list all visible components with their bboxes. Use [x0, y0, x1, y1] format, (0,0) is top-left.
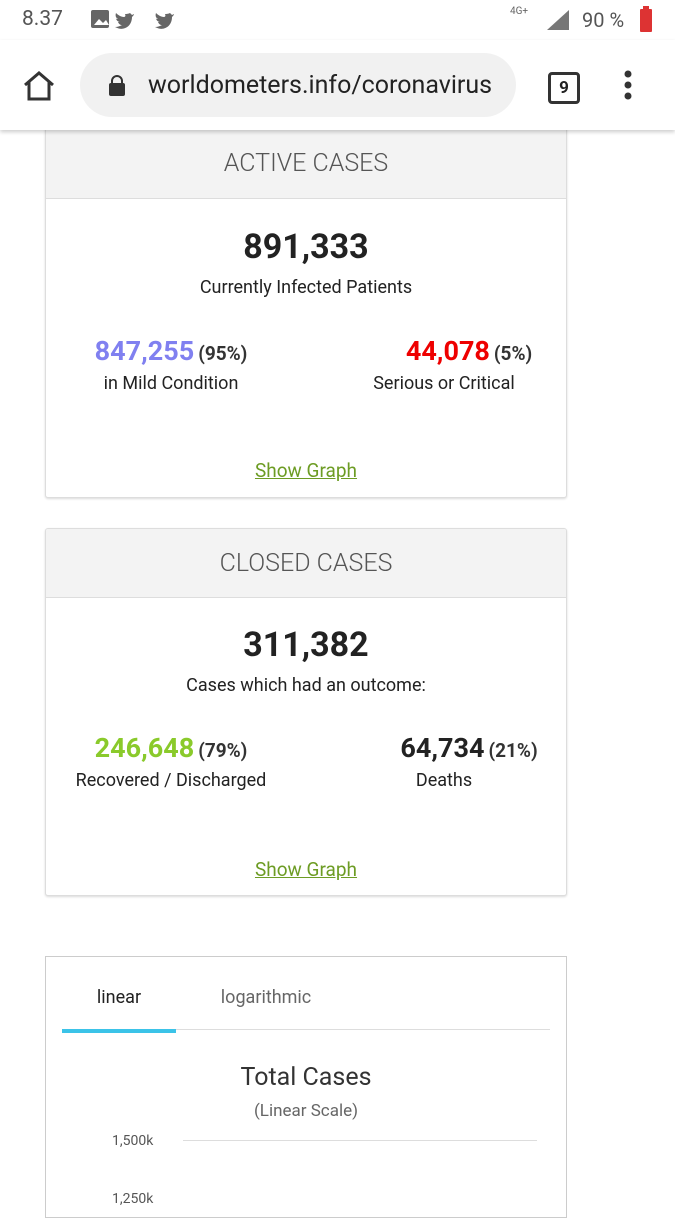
- total-count: 311,382: [243, 625, 369, 665]
- notification-icons: [91, 10, 174, 29]
- grid-line: [183, 1140, 537, 1141]
- stat-label: Serious or Critical: [373, 373, 515, 394]
- deaths-stat: 64,734 (21%) Deaths: [344, 732, 566, 791]
- network-type: 4G+: [510, 6, 529, 17]
- stat-percent: (21%): [488, 739, 538, 762]
- mild-stat: 847,255 (95%) in Mild Condition: [46, 335, 296, 394]
- signal-icon: [547, 10, 569, 30]
- url: worldometers.info/coronavirus: [148, 71, 493, 100]
- y-tick-label: 1,500k: [112, 1133, 154, 1149]
- stat-percent: (79%): [198, 739, 248, 762]
- stat-value: 64,734: [400, 732, 485, 764]
- lock-icon: [109, 75, 125, 96]
- total-label: Currently Infected Patients: [199, 277, 413, 298]
- chart-title: Total Cases: [240, 1063, 372, 1092]
- home-button[interactable]: [22, 70, 56, 102]
- address-bar[interactable]: worldometers.info/coronavirus: [80, 53, 516, 117]
- closed-cases-card: CLOSED CASES 311,382 Cases which had an …: [45, 528, 567, 896]
- show-graph-link[interactable]: Show Graph: [254, 858, 358, 881]
- stat-percent: (5%): [493, 342, 533, 365]
- browser-toolbar: worldometers.info/coronavirus 9: [0, 40, 675, 130]
- stat-percent: (95%): [198, 342, 248, 365]
- tab-switcher[interactable]: 9: [548, 72, 580, 104]
- show-graph-link[interactable]: Show Graph: [254, 459, 358, 482]
- battery-icon: [640, 6, 652, 32]
- total-label: Cases which had an outcome:: [186, 675, 426, 696]
- tab-logarithmic[interactable]: logarithmic: [220, 987, 312, 1008]
- active-tab-indicator: [62, 1029, 176, 1033]
- stat-label: in Mild Condition: [103, 373, 239, 394]
- y-tick-label: 1,250k: [112, 1191, 154, 1207]
- chart-subtitle: (Linear Scale): [253, 1101, 359, 1121]
- time: 8.37: [22, 7, 63, 31]
- chart-panel: linear logarithmic Total Cases (Linear S…: [45, 956, 567, 1218]
- stat-label: Deaths: [415, 770, 473, 791]
- card-header: CLOSED CASES: [46, 529, 566, 598]
- status-bar: 8.37 4G+ 90 %: [0, 0, 675, 40]
- total-count: 891,333: [243, 227, 369, 267]
- header-text: CLOSED CASES: [219, 548, 393, 578]
- menu-button[interactable]: [622, 70, 634, 102]
- stat-value: 847,255: [94, 335, 195, 367]
- tab-linear[interactable]: linear: [96, 987, 142, 1008]
- active-cases-card: ACTIVE CASES 891,333 Currently Infected …: [45, 110, 567, 498]
- stat-label: Recovered / Discharged: [75, 770, 267, 791]
- stat-value: 246,648: [94, 732, 195, 764]
- tab-divider: [62, 1029, 550, 1030]
- battery-level: 90 %: [582, 8, 625, 32]
- header-text: ACTIVE CASES: [223, 149, 389, 178]
- serious-stat: 44,078 (5%) Serious or Critical: [344, 335, 566, 394]
- recovered-stat: 246,648 (79%) Recovered / Discharged: [46, 732, 296, 791]
- stat-value: 44,078: [405, 335, 490, 367]
